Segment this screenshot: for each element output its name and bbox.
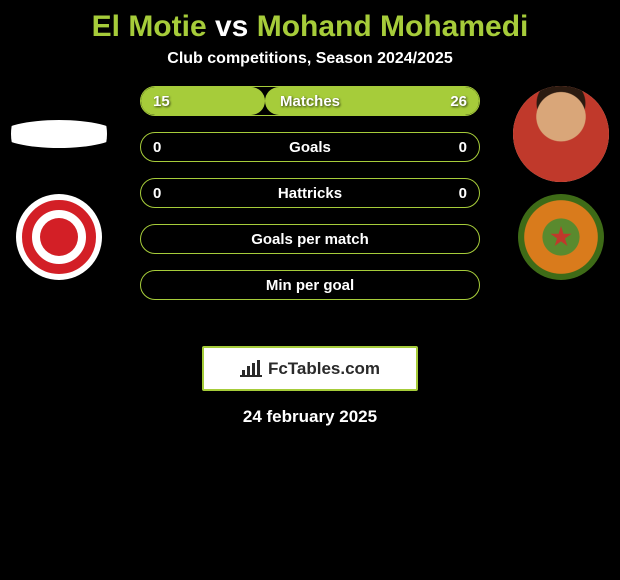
title-player1: El Motie <box>92 10 207 43</box>
stat-bars: Matches1526Goals00Hattricks00Goals per m… <box>140 86 480 316</box>
bar-value-right: 0 <box>459 185 467 202</box>
stat-row: Goals0 0 <box>140 132 480 162</box>
player1-club-logo <box>16 194 102 280</box>
bar-label: Hattricks <box>141 185 479 202</box>
placeholder-shape <box>11 120 107 148</box>
player1-photo <box>11 86 107 182</box>
bar-value-left: 0 <box>153 139 161 156</box>
title-vs: vs <box>207 10 257 43</box>
club-logo-core <box>40 218 78 256</box>
player2-photo <box>513 86 609 182</box>
subtitle: Club competitions, Season 2024/2025 <box>0 50 620 86</box>
placeholder-face <box>513 86 609 182</box>
left-column <box>4 86 114 280</box>
stat-row: Min per goal <box>140 270 480 300</box>
chart-icon <box>240 360 262 378</box>
bar-label: Min per goal <box>141 277 479 294</box>
player2-club-logo <box>518 194 604 280</box>
bar-label: Goals <box>141 139 479 156</box>
stat-row: Matches15 26 <box>140 86 480 116</box>
date-label: 24 february 2025 <box>0 391 620 427</box>
page-title: El Motie vs Mohand Mohamedi <box>0 0 620 50</box>
bar-value-left: 0 <box>153 185 161 202</box>
bar-value-left: 15 <box>153 93 170 110</box>
right-column <box>506 86 616 280</box>
brand-text: FcTables.com <box>268 359 380 379</box>
bar-label: Matches <box>141 93 479 110</box>
bar-label: Goals per match <box>141 231 479 248</box>
brand-box: FcTables.com <box>202 346 418 391</box>
title-player2: Mohand Mohamedi <box>257 10 529 43</box>
bar-value-right: 26 <box>450 93 467 110</box>
stat-row: Goals per match <box>140 224 480 254</box>
bar-value-right: 0 <box>459 139 467 156</box>
stat-row: Hattricks0 0 <box>140 178 480 208</box>
